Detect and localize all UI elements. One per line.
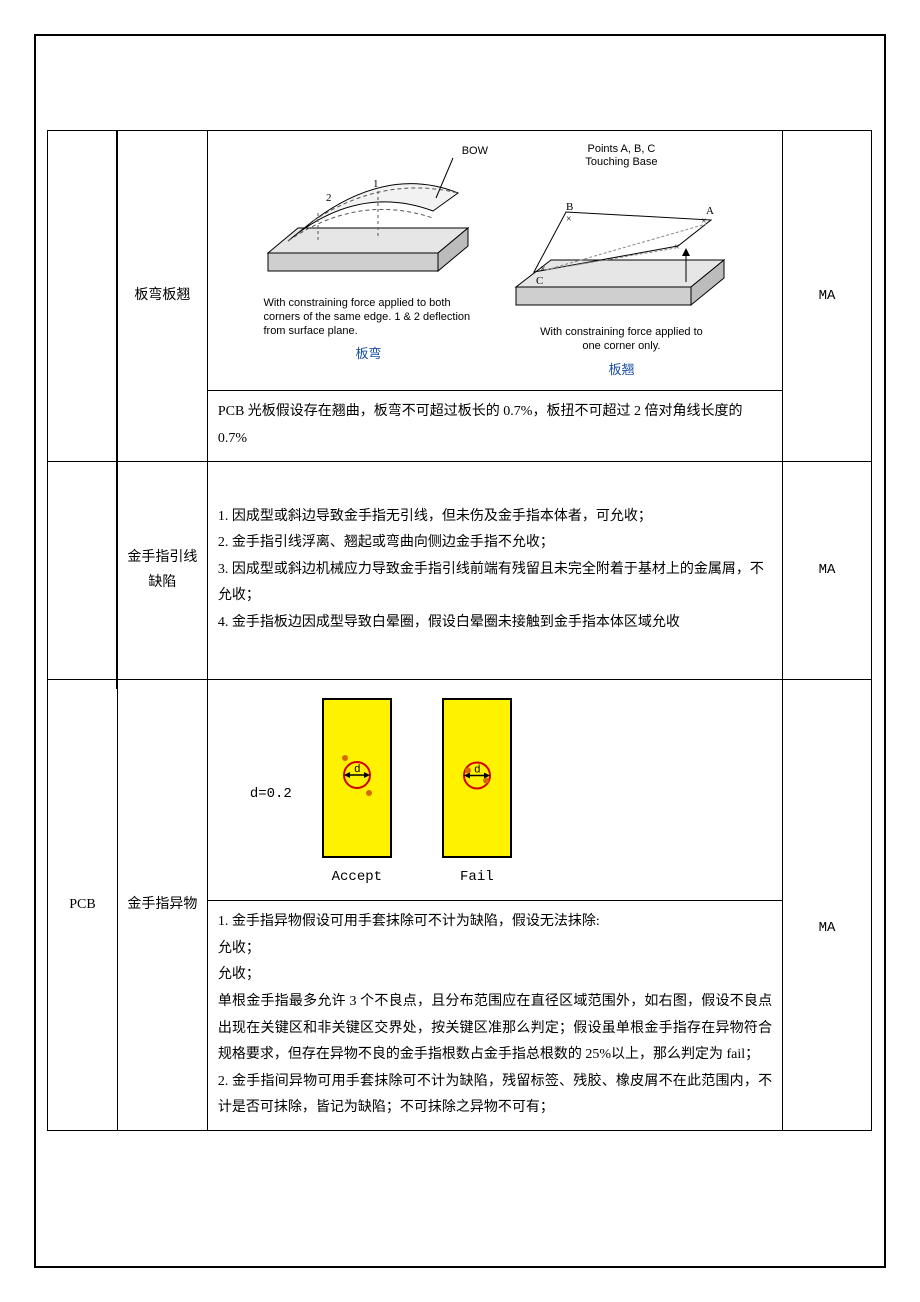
svg-text:×: ×	[674, 242, 680, 253]
defect-name: 金手指异物	[118, 680, 208, 1130]
twist-caption-cn: 板翘	[608, 358, 634, 383]
bow-title: BOW	[462, 141, 488, 162]
defect-spec: 1. 因成型或斜边导致金手指无引线，但未伤及金手指本体者，可允收； 2. 金手指…	[208, 462, 783, 679]
list-item: 3. 因成型或斜边机械应力导致金手指引线前端有残留且未完全附着于基材上的金属屑，…	[218, 557, 772, 610]
defect-spec: d=0.2 d	[208, 680, 783, 1130]
spec-line: 允收；	[218, 962, 772, 989]
svg-text:d: d	[474, 764, 481, 776]
defect-name: 金手指引线缺陷	[118, 462, 208, 679]
svg-text:C: C	[536, 275, 543, 287]
svg-text:×: ×	[566, 214, 572, 225]
bow-diagram: 2 1	[258, 143, 478, 293]
svg-text:d: d	[354, 764, 361, 776]
list-item: 2. 金手指引线浮离、翘起或弯曲向侧边金手指不允收；	[218, 530, 772, 557]
defect-grade: MA	[783, 680, 872, 1130]
fail-label: Fail	[442, 864, 512, 891]
fail-sample: d	[442, 698, 512, 858]
spec-line: 单根金手指最多允许 3 个不良点，且分布范围应在直径区域范围外，如右图，假设不良…	[218, 989, 772, 1069]
bow-caption-cn: 板弯	[355, 342, 381, 367]
gold-finger-figure: d=0.2 d	[250, 698, 772, 891]
svg-text:1: 1	[373, 178, 379, 190]
bow-caption-en: With constraining force applied to both …	[263, 297, 473, 338]
category-label: PCB	[48, 680, 118, 1130]
twist-title: Points A, B, C Touching Base	[585, 143, 657, 168]
spec-line: 允收；	[218, 936, 772, 963]
defect-spec: BOW 2 1	[208, 131, 783, 461]
spec-line: 2. 金手指间异物可用手套抹除可不计为缺陷，残留标签、残胶、橡皮屑不在此范围内，…	[218, 1069, 772, 1122]
svg-text:×: ×	[540, 264, 546, 275]
table-row: PCB 金手指异物 d=0.2 d	[48, 680, 872, 1131]
svg-text:A: A	[706, 205, 714, 217]
accept-sample: d	[322, 698, 392, 858]
defect-grade: MA	[783, 462, 872, 679]
list-item: 4. 金手指板边因成型导致白晕圈，假设白晕圈未接触到金手指本体区域允收	[218, 610, 772, 637]
bow-spec-text: PCB 光板假设存在翘曲，板弯不可超过板长的 0.7%，板扭不可超过 2 倍对角…	[218, 399, 772, 452]
defect-grade: MA	[783, 131, 872, 461]
twist-diagram: B A C × × × ×	[506, 172, 736, 322]
table-row: 金手指引线缺陷 1. 因成型或斜边导致金手指无引线，但未伤及金手指本体者，可允收…	[48, 462, 872, 680]
list-item: 1. 因成型或斜边导致金手指无引线，但未伤及金手指本体者，可允收；	[218, 504, 772, 531]
svg-text:B: B	[566, 201, 573, 213]
table-row: 板弯板翘 BOW	[48, 131, 872, 462]
accept-label: Accept	[322, 864, 392, 891]
svg-text:2: 2	[326, 192, 332, 204]
spec-line: 1. 金手指异物假设可用手套抹除可不计为缺陷，假设无法抹除:	[218, 909, 772, 936]
spec-table: 板弯板翘 BOW	[47, 130, 872, 1131]
defect-name: 板弯板翘	[118, 131, 208, 461]
twist-caption-en: With constraining force applied to one c…	[531, 326, 711, 354]
d-value: d=0.2	[250, 781, 292, 808]
